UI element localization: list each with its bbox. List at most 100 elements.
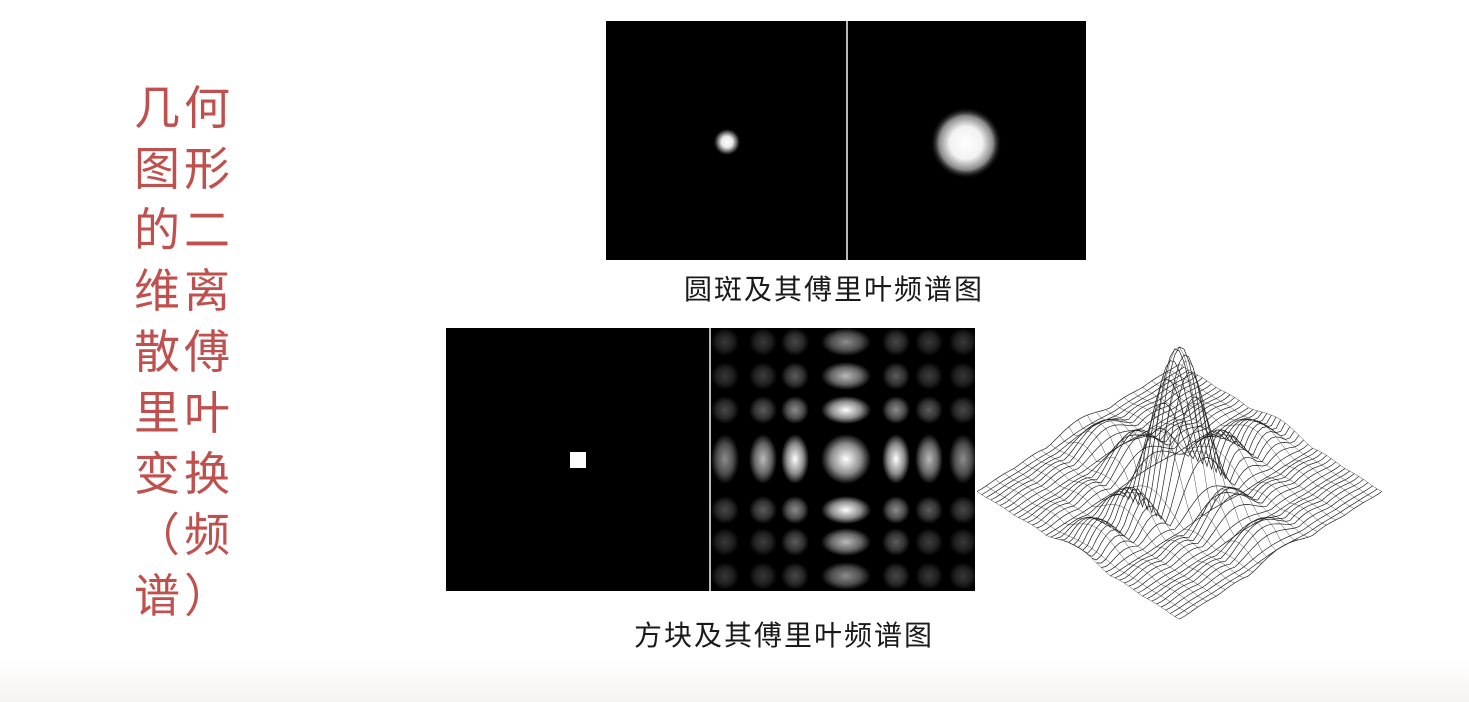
spectrum-lobe: [949, 396, 975, 424]
surface-line: [1174, 488, 1378, 617]
circle-spectrum-image: [848, 21, 1086, 260]
spectrum-lobe: [749, 328, 777, 356]
spectrum-lobe: [781, 396, 809, 424]
surface-line: [1170, 369, 1373, 498]
surface-line: [1068, 371, 1272, 557]
spectrum-lobe: [749, 434, 777, 484]
surface-line: [1013, 468, 1217, 597]
surface-line: [1124, 397, 1327, 526]
surface-line: [1041, 403, 1245, 532]
surface-line: [1165, 482, 1369, 611]
slide-title: 几何图形的二维离散傅里叶变换（频谱）: [134, 81, 234, 623]
spectrum-lobe: [781, 328, 809, 356]
spectrum-lobe: [821, 528, 871, 556]
surface-line: [1160, 374, 1364, 503]
spectrum-lobe: [781, 528, 809, 556]
surface-line: [1133, 392, 1336, 521]
surface-line: [976, 491, 1180, 620]
spectrum-lobe: [821, 328, 871, 356]
spectrum-lobe: [949, 496, 975, 524]
surface-line: [990, 372, 1194, 501]
spectrum-lobe: [915, 562, 943, 590]
spectrum-lobe: [711, 562, 739, 590]
spectrum-lobe: [781, 496, 809, 524]
spectrum-lobe: [821, 396, 871, 424]
spectrum-lobe: [711, 434, 739, 484]
surface-line: [1147, 470, 1350, 599]
surface-line: [1105, 409, 1309, 538]
circle-spot-image: [606, 21, 846, 260]
surface-line: [1050, 444, 1254, 573]
square-divider: [709, 328, 711, 591]
spectrum-lobe: [749, 496, 777, 524]
spectrum-lobe: [949, 362, 975, 390]
surface-line: [976, 363, 1180, 492]
spectrum-lobe: [711, 362, 739, 390]
spectrum-lobe: [915, 328, 943, 356]
spectrum-lobe: [749, 528, 777, 556]
spectrum-lobe: [781, 562, 809, 590]
surface-line: [1022, 461, 1226, 590]
spectrum-lobe: [711, 396, 739, 424]
surface-line: [1151, 380, 1355, 509]
surface-line: [1137, 465, 1341, 594]
spectrum-lobe: [949, 434, 975, 484]
spectrum-lobe: [915, 434, 943, 484]
surface-line: [1170, 485, 1373, 614]
spectrum-lobe: [882, 528, 910, 556]
square-block-image: [446, 328, 709, 591]
spectrum-lobe: [711, 328, 739, 356]
surface-line: [1119, 452, 1323, 581]
circle-divider: [846, 21, 848, 260]
spectrum-lobe: [749, 562, 777, 590]
spectrum-lobe: [781, 362, 809, 390]
spectrum-lobe: [821, 496, 871, 524]
circle-caption: 圆斑及其傅里叶频谱图: [684, 273, 985, 306]
surface-line: [1179, 363, 1382, 492]
spectrum-lobe: [882, 434, 910, 484]
circle-spectrum-graphic: [930, 107, 1002, 179]
surface-line: [1087, 360, 1290, 546]
surface-line: [1105, 444, 1309, 573]
surface-line: [986, 485, 1189, 614]
surface-line: [1142, 387, 1346, 516]
surface-line: [1059, 426, 1263, 564]
spectrum-lobe: [821, 562, 871, 590]
spectrum-lobe: [949, 328, 975, 356]
surface-line: [1096, 403, 1300, 541]
spectrum-lobe: [711, 496, 739, 524]
spectrum-lobe: [915, 396, 943, 424]
square-block-graphic: [570, 452, 586, 468]
square-caption: 方块及其傅里叶频谱图: [634, 619, 935, 652]
spectrum-lobe: [821, 434, 871, 484]
surface-line: [1004, 473, 1208, 602]
square-spectrum-graphic: [711, 328, 975, 590]
surface-line: [1114, 403, 1318, 532]
spectrum-3d-surface: [976, 346, 1382, 620]
surface-line: [1041, 450, 1244, 579]
surface-line: [1142, 468, 1346, 597]
surface-line: [1160, 479, 1364, 608]
surface-line: [995, 479, 1198, 608]
spectrum-lobe: [882, 362, 910, 390]
surface-line: [986, 369, 1189, 498]
surface-line: [1078, 346, 1281, 551]
spectrum-lobe: [711, 528, 739, 556]
surface-line: [1045, 407, 1249, 536]
spectrum-lobe: [915, 528, 943, 556]
surface-line: [1128, 458, 1332, 587]
circle-spot-graphic: [713, 128, 741, 156]
square-spectrum-image: [711, 328, 975, 591]
spectrum-lobe: [882, 496, 910, 524]
spectrum-lobe: [915, 496, 943, 524]
surface-line: [995, 374, 1199, 503]
spectrum-lobe: [882, 562, 910, 590]
spectrum-lobe: [749, 362, 777, 390]
surface-line: [1032, 455, 1235, 584]
surface-line: [1087, 371, 1291, 557]
spectrum-lobe: [821, 362, 871, 390]
surface-line: [999, 377, 1203, 506]
spectrum-lobe: [949, 528, 975, 556]
surface-line: [1151, 473, 1355, 602]
